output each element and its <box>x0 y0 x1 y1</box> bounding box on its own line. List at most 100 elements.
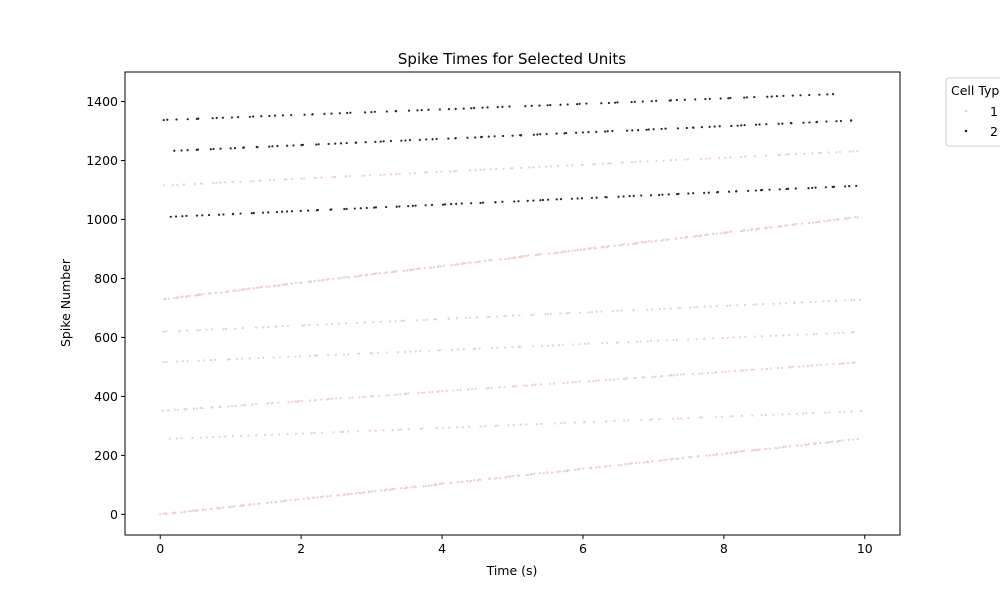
spike-point <box>642 461 646 464</box>
spike-point <box>700 126 704 129</box>
plot-area-frame <box>124 71 901 536</box>
spike-point <box>455 202 458 205</box>
spike-point <box>801 222 804 225</box>
spike-point <box>711 232 715 235</box>
spike-point <box>587 131 590 134</box>
spike-point <box>815 221 818 224</box>
spike-point <box>186 149 189 152</box>
spike-point <box>591 163 594 166</box>
spike-point <box>386 271 389 274</box>
spike-point <box>254 326 258 329</box>
spike-point <box>315 143 318 146</box>
spike-point <box>538 471 542 475</box>
spike-point <box>511 134 514 137</box>
spike-point <box>539 199 542 202</box>
spike-point <box>407 205 410 208</box>
spike-point <box>687 338 690 341</box>
spike-point <box>178 329 181 333</box>
spike-point <box>686 158 690 161</box>
spike-point <box>523 254 526 258</box>
spike-point <box>833 332 836 335</box>
spike-point <box>234 404 237 407</box>
spike-point <box>825 332 828 335</box>
spike-point <box>740 124 743 127</box>
spike-point <box>275 210 279 214</box>
spike-point <box>850 299 853 302</box>
spike-point <box>570 197 574 200</box>
spike-point <box>409 172 412 175</box>
spike-point <box>334 353 337 356</box>
spike-point <box>498 386 501 389</box>
spike-point <box>215 291 218 294</box>
spike-point <box>441 203 445 206</box>
spike-point <box>787 153 790 156</box>
spike-point <box>772 413 775 416</box>
spike-point <box>533 472 536 475</box>
spike-point <box>742 369 745 372</box>
spike-point <box>469 316 472 319</box>
spike-point <box>181 295 184 298</box>
spike-point <box>788 445 791 448</box>
spike-point <box>795 412 798 415</box>
spike-point <box>252 287 255 290</box>
spike-point <box>850 410 853 413</box>
spike-point <box>574 468 577 471</box>
spike-point <box>802 365 805 368</box>
spike-point <box>511 314 515 317</box>
spike-point <box>473 479 476 482</box>
spike-point <box>728 370 731 373</box>
spike-point <box>319 495 323 499</box>
spike-point <box>619 463 622 466</box>
spike-point <box>747 189 750 192</box>
spike-point <box>715 232 718 235</box>
spike-point <box>260 285 263 289</box>
spike-point <box>524 105 527 108</box>
spike-point <box>408 268 411 271</box>
spike-point <box>670 374 673 377</box>
spike-point <box>607 101 611 105</box>
spike-point <box>311 496 314 499</box>
spike-point <box>400 139 403 142</box>
spike-point <box>462 262 465 265</box>
spike-point <box>584 248 587 251</box>
spike-point <box>176 408 179 412</box>
spike-point <box>374 206 378 209</box>
spike-point <box>608 378 612 381</box>
spike-point <box>308 354 311 358</box>
spike-point <box>650 240 653 243</box>
spike-point <box>677 192 680 195</box>
spike-point <box>272 178 276 182</box>
spike-point <box>624 462 627 466</box>
spike-point <box>250 212 253 215</box>
spike-point <box>826 93 829 96</box>
spike-point <box>391 270 394 274</box>
spike-point <box>176 183 179 187</box>
spike-point <box>323 112 326 115</box>
spike-point <box>847 438 850 441</box>
spike-point <box>627 419 630 422</box>
spike-point <box>738 450 741 453</box>
spike-point <box>239 434 243 438</box>
spike-point <box>511 167 514 170</box>
spike-point <box>590 466 593 469</box>
spike-point <box>292 144 295 147</box>
spike-point <box>395 270 398 273</box>
spike-point <box>268 114 271 118</box>
spike-point <box>196 148 200 151</box>
spike-point <box>745 96 748 99</box>
spike-point <box>239 212 242 215</box>
spike-point <box>501 200 504 203</box>
spike-point <box>542 472 546 475</box>
spike-point <box>487 386 490 389</box>
spike-point <box>721 336 724 340</box>
spike-point <box>487 135 490 138</box>
spike-point <box>233 505 236 508</box>
spike-point <box>760 188 764 192</box>
spike-point <box>607 244 610 248</box>
spike-point <box>507 475 510 478</box>
spike-point <box>640 418 643 422</box>
spike-point <box>513 256 516 259</box>
spike-point <box>313 354 317 357</box>
data-points <box>159 93 863 516</box>
spike-point <box>781 413 784 416</box>
